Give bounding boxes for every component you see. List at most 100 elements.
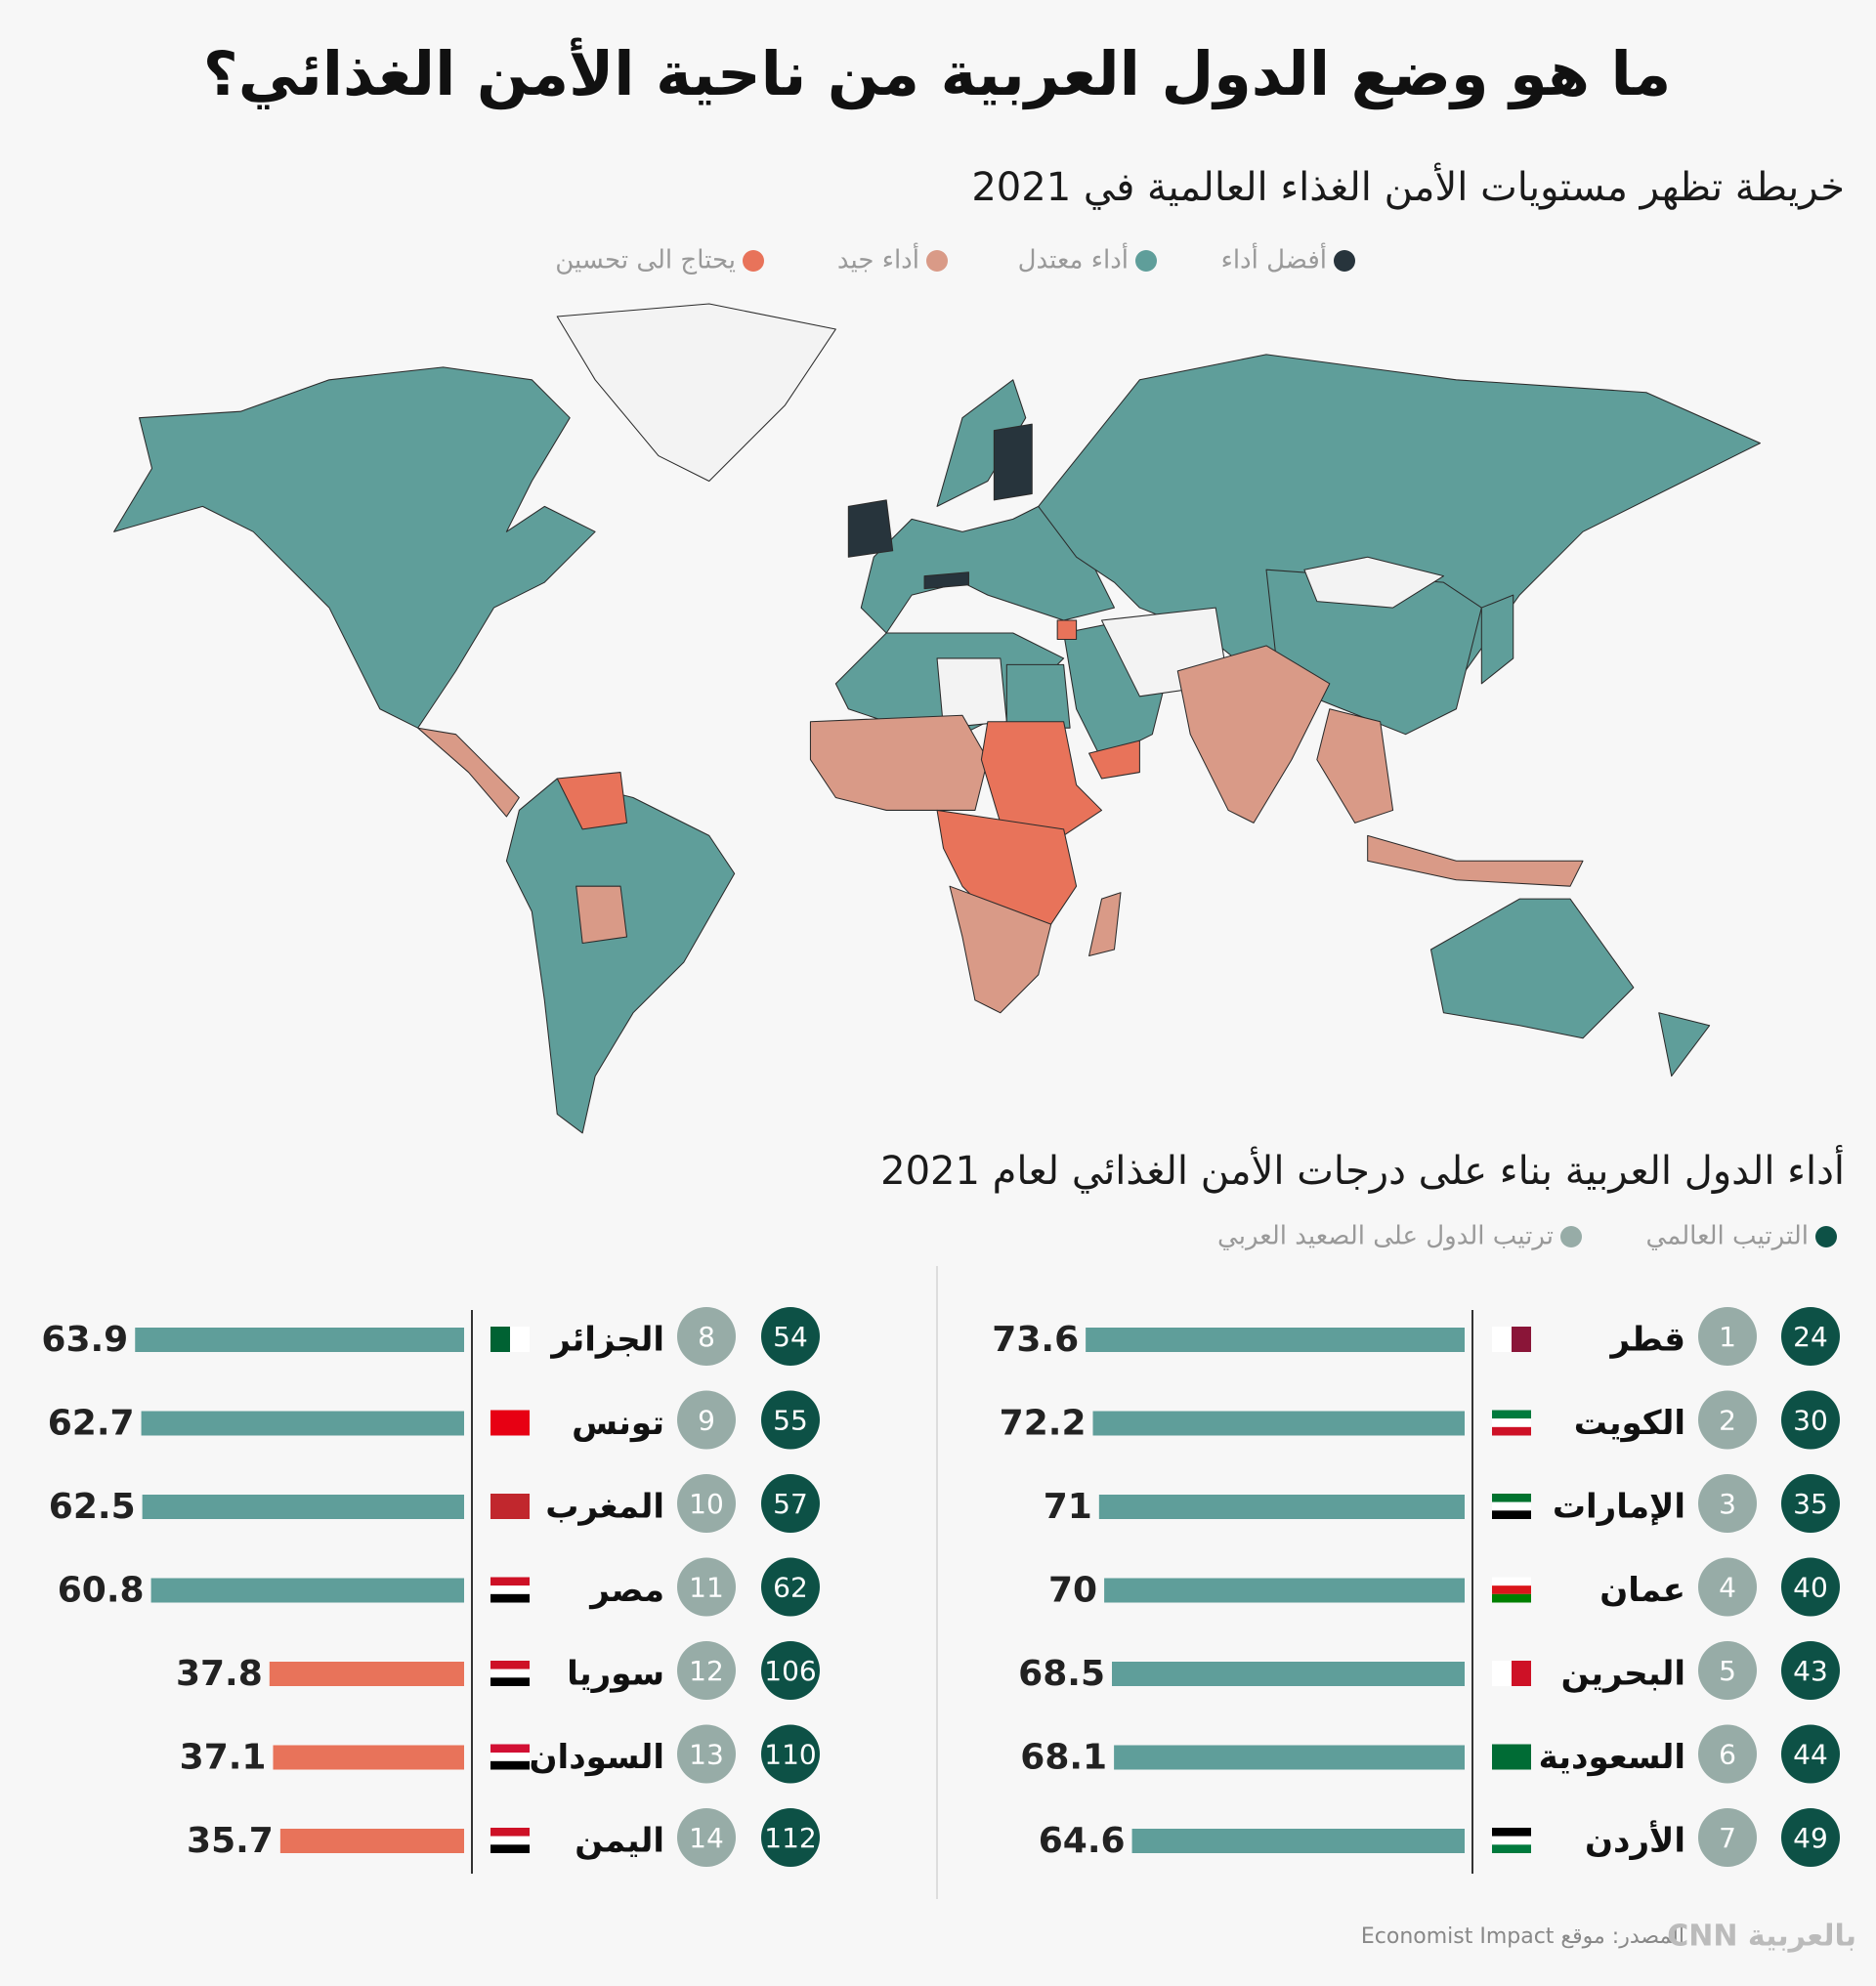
value-label: 37.1 xyxy=(180,1738,267,1778)
world-rank: 110 xyxy=(764,1739,816,1771)
value-label: 73.6 xyxy=(992,1320,1079,1360)
country-name: الأردن xyxy=(1585,1820,1685,1861)
country-region xyxy=(847,499,894,558)
world-rank: 49 xyxy=(1793,1822,1828,1854)
country-name: تونس xyxy=(572,1404,664,1443)
rank-badge xyxy=(1781,1808,1840,1867)
rank-badge xyxy=(1698,1724,1757,1784)
rank-badge xyxy=(1698,1307,1757,1366)
flag xyxy=(1492,1661,1512,1686)
value-label: 62.7 xyxy=(48,1404,135,1444)
rank-badge xyxy=(1781,1474,1840,1533)
value-label: 70 xyxy=(1048,1571,1097,1611)
value-label: 37.8 xyxy=(176,1654,263,1694)
legend-dot xyxy=(1334,250,1355,272)
rank-badge xyxy=(1781,1641,1840,1700)
country-name: عمان xyxy=(1599,1571,1685,1610)
country-region xyxy=(417,727,520,818)
flag xyxy=(1492,1828,1531,1837)
value-label: 60.8 xyxy=(58,1571,145,1611)
country-region xyxy=(556,303,836,482)
flag xyxy=(490,1753,530,1761)
world-rank: 44 xyxy=(1793,1739,1828,1771)
arab-rank: 12 xyxy=(689,1655,724,1687)
country-region xyxy=(980,721,1103,836)
flag xyxy=(1492,1577,1531,1586)
rank-badge xyxy=(1698,1808,1757,1867)
map-subtitle: خريطة تظهر مستويات الأمن الغذاء العالمية… xyxy=(971,162,1845,210)
flag xyxy=(490,1410,530,1423)
rank-badge xyxy=(677,1390,736,1450)
arab-rank: 13 xyxy=(689,1739,724,1771)
country-region xyxy=(1303,556,1444,609)
rank-badge xyxy=(761,1557,820,1617)
rank-badge xyxy=(761,1808,820,1867)
arab-rank: 2 xyxy=(1719,1405,1736,1437)
bar xyxy=(142,1495,464,1519)
world-rank: 43 xyxy=(1793,1655,1828,1687)
flag xyxy=(1512,1661,1531,1686)
flag xyxy=(490,1760,530,1770)
flag xyxy=(1492,1836,1531,1845)
flag xyxy=(490,1494,530,1506)
arab-rank: 8 xyxy=(698,1321,715,1353)
rank-badge xyxy=(761,1307,820,1366)
arab-rank: 11 xyxy=(689,1572,724,1604)
country-region xyxy=(1367,834,1584,887)
arab-rank: 6 xyxy=(1719,1739,1736,1771)
country-region xyxy=(993,423,1033,501)
rank-badge xyxy=(677,1808,736,1867)
country-name: الإمارات xyxy=(1553,1488,1685,1527)
arab-rank: 4 xyxy=(1719,1572,1736,1604)
legend-label: الترتيب العالمي xyxy=(1646,1222,1809,1251)
country-region xyxy=(936,379,1027,507)
flag xyxy=(490,1327,510,1352)
world-rank: 35 xyxy=(1793,1488,1828,1520)
value-label: 35.7 xyxy=(187,1821,274,1861)
bar xyxy=(1131,1829,1465,1853)
flag xyxy=(490,1593,530,1603)
source: المصدر: موقع Economist Impact xyxy=(1361,1924,1684,1949)
flag xyxy=(490,1585,530,1594)
country-region xyxy=(1088,892,1122,956)
world-rank: 30 xyxy=(1793,1405,1828,1437)
flag xyxy=(1492,1426,1531,1436)
arab-rank: 14 xyxy=(689,1822,724,1854)
legend-dot xyxy=(743,250,764,272)
arab-rank: 9 xyxy=(698,1405,715,1437)
country-name: السعودية xyxy=(1539,1738,1685,1777)
country-region xyxy=(923,571,969,590)
country-name: الكويت xyxy=(1574,1404,1685,1443)
country-region xyxy=(809,714,989,811)
country-region xyxy=(556,772,628,830)
legend-dot xyxy=(1815,1226,1837,1247)
rank-badge xyxy=(1781,1724,1840,1784)
country-name: البحرين xyxy=(1561,1655,1685,1694)
legend-label: أداء معتدل xyxy=(1018,242,1129,275)
bar xyxy=(1086,1328,1465,1352)
flag xyxy=(1492,1756,1531,1770)
bar xyxy=(141,1411,465,1436)
flag xyxy=(490,1506,530,1519)
bar xyxy=(150,1578,465,1603)
rank-badge xyxy=(677,1641,736,1700)
flag xyxy=(490,1844,530,1853)
value-label: 64.6 xyxy=(1039,1821,1126,1861)
flag xyxy=(490,1828,530,1837)
rank-badge xyxy=(1781,1307,1840,1366)
rank-badge xyxy=(1698,1390,1757,1450)
value-label: 68.1 xyxy=(1020,1738,1107,1778)
rank-badge xyxy=(1698,1557,1757,1617)
flag xyxy=(1492,1585,1531,1594)
flag xyxy=(1512,1327,1531,1352)
legend-dot xyxy=(1135,250,1157,272)
bar xyxy=(1104,1578,1465,1603)
country-name: سوريا xyxy=(567,1655,664,1694)
country-region xyxy=(113,366,596,729)
flag xyxy=(1492,1327,1512,1352)
flag xyxy=(1492,1844,1531,1853)
bar xyxy=(1098,1495,1465,1519)
world-rank: 62 xyxy=(773,1572,808,1604)
rank-badge xyxy=(761,1641,820,1700)
